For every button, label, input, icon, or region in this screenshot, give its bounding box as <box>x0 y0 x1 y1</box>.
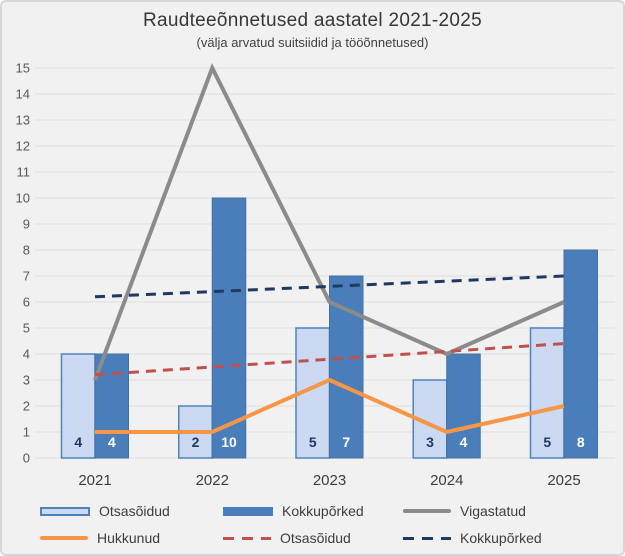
bar-kokkuporked <box>446 353 481 459</box>
y-tick-label: 15 <box>16 61 30 76</box>
legend-swatch-orange-line-icon <box>40 536 88 540</box>
y-tick-label: 13 <box>16 113 30 128</box>
y-tick-label: 7 <box>23 269 30 284</box>
line-orange-solid <box>95 377 565 435</box>
y-tick-label: 0 <box>23 451 30 466</box>
legend-swatch-red-dash-icon <box>223 536 271 540</box>
legend-item-kokkuporked-trend: Kokkupõrked <box>403 530 542 546</box>
line-red-dashed <box>94 342 565 377</box>
bar-label-kokkuporked: 7 <box>342 434 350 450</box>
y-tick-label: 11 <box>17 165 31 180</box>
y-tick-label: 2 <box>23 399 30 414</box>
bar-kokkuporked <box>563 249 598 459</box>
bar-data-labels: 4 4 2 10 5 7 3 4 5 8 <box>74 434 585 450</box>
page-title: Raudteeõnnetused aastatel 2021-2025 <box>142 10 483 31</box>
bar-label-otsasoidud: 2 <box>192 434 200 450</box>
line-gray-solid <box>93 63 565 381</box>
line-navy-dashed <box>94 274 565 299</box>
y-tick-label: 10 <box>16 191 30 206</box>
legend-label: Vigastatud <box>460 503 526 519</box>
bar-otsasoidud <box>529 327 565 459</box>
y-tick-label: 8 <box>23 243 30 258</box>
x-tick-label: 2025 <box>547 472 580 489</box>
y-tick-label: 5 <box>23 321 30 336</box>
bar-label-kokkuporked: 4 <box>460 434 468 450</box>
bar-label-kokkuporked: 10 <box>221 434 237 450</box>
bar-label-otsasoidud: 5 <box>309 434 317 450</box>
y-tick-label: 6 <box>23 295 30 310</box>
y-tick-label: 3 <box>23 373 30 388</box>
legend-swatch-bar-light-icon <box>40 506 90 516</box>
x-tick-label: 2021 <box>78 472 111 489</box>
bar-label-kokkuporked: 4 <box>108 434 116 450</box>
bar-label-otsasoidud: 5 <box>543 434 551 450</box>
x-tick-label: 2023 <box>313 472 346 489</box>
x-tick-label: 2022 <box>196 472 229 489</box>
y-tick-label: 14 <box>16 87 30 102</box>
legend-item-kokkuporked-bar: Kokkupõrked <box>223 503 364 519</box>
legend-label: Kokkupõrked <box>282 503 364 519</box>
bar-label-otsasoidud: 3 <box>426 434 434 450</box>
bar-kokkuporked <box>211 197 247 459</box>
legend-item-vigastatud-line: Vigastatud <box>403 503 526 519</box>
legend-label: Otsasõidud <box>99 503 170 519</box>
legend-label: Hukkunud <box>97 530 161 546</box>
legend-item-otsasoidud-trend: Otsasõidud <box>223 530 351 546</box>
legend-swatch-gray-line-icon <box>403 509 451 513</box>
x-tick-label: 2024 <box>430 472 463 489</box>
legend-label: Otsasõidud <box>280 530 351 546</box>
y-tick-label: 4 <box>23 347 30 362</box>
y-tick-label: 1 <box>23 425 30 440</box>
x-axis-labels: 2021 2022 2023 2024 2025 <box>78 472 580 489</box>
legend-swatch-navy-dash-icon <box>403 536 451 540</box>
legend-swatch-bar-dark-icon <box>223 506 273 516</box>
bar-label-otsasoidud: 4 <box>74 434 82 450</box>
bar-kokkuporked <box>94 353 129 459</box>
y-tick-label: 9 <box>23 217 30 232</box>
page-subtitle: (välja arvatud suitsiidid ja tööõnnetuse… <box>196 35 429 50</box>
bar-otsasoidud <box>60 353 96 459</box>
legend-label: Kokkupõrked <box>460 530 542 546</box>
legend-item-otsasoidud-bar: Otsasõidud <box>40 503 170 519</box>
legend-item-hukkunud-line: Hukkunud <box>40 530 161 546</box>
bar-label-kokkuporked: 8 <box>577 434 585 450</box>
y-tick-label: 12 <box>16 139 30 154</box>
